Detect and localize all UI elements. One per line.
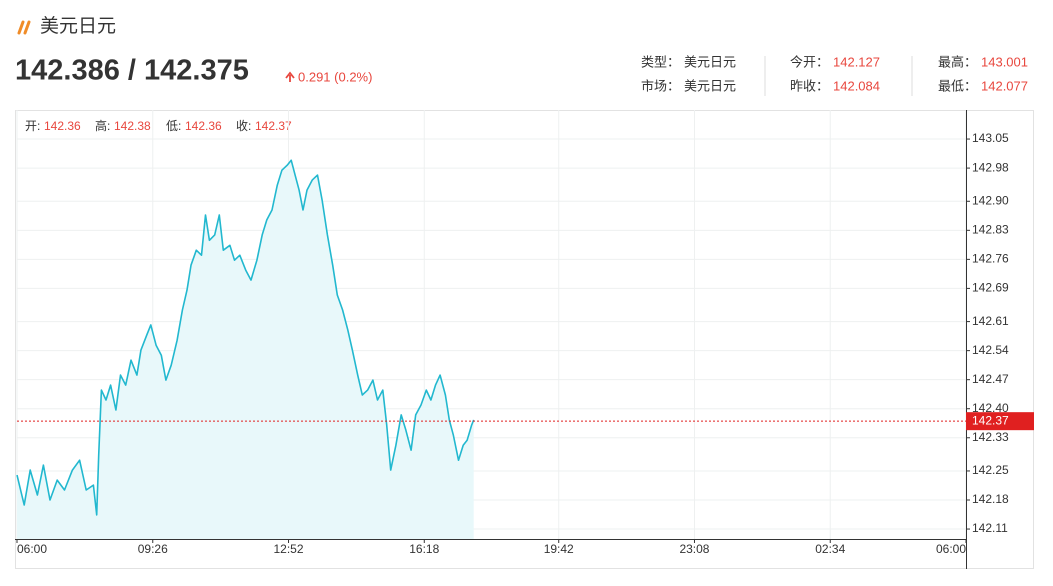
y-tick-label: 142.90 bbox=[972, 193, 1009, 207]
info-value: 美元日元 bbox=[684, 78, 736, 93]
y-tick-label: 142.47 bbox=[972, 372, 1009, 386]
x-tick-label: 19:42 bbox=[544, 542, 574, 556]
y-tick-label: 142.98 bbox=[972, 160, 1009, 174]
y-tick-label: 142.61 bbox=[972, 314, 1009, 328]
info-label: 最低： bbox=[938, 78, 977, 93]
x-tick-label: 06:00 bbox=[936, 542, 966, 556]
y-tick-label: 142.54 bbox=[972, 343, 1009, 357]
ohlc-value: 142.38 bbox=[114, 119, 151, 133]
ohlc-label: 低: bbox=[166, 119, 181, 133]
x-tick-label: 09:26 bbox=[138, 542, 168, 556]
info-label: 最高： bbox=[938, 54, 977, 69]
x-tick-label: 16:18 bbox=[409, 542, 439, 556]
ohlc-value: 142.37 bbox=[255, 119, 292, 133]
ohlc-label: 高: bbox=[95, 118, 110, 133]
info-label: 今开： bbox=[790, 54, 829, 69]
y-tick-label: 142.40 bbox=[972, 401, 1009, 415]
y-tick-label: 142.25 bbox=[972, 463, 1009, 477]
logo-icon bbox=[17, 20, 31, 35]
info-value: 142.077 bbox=[981, 78, 1028, 93]
price-line bbox=[16, 159, 475, 516]
ohlc-label: 开: bbox=[25, 119, 40, 133]
chart-frame bbox=[15, 110, 1034, 569]
y-tick-label: 142.83 bbox=[972, 222, 1009, 236]
page-title: 美元日元 bbox=[40, 15, 116, 37]
y-tick-label: 142.69 bbox=[972, 281, 1009, 295]
ohlc-label: 收: bbox=[236, 119, 251, 133]
area bbox=[17, 160, 474, 539]
info-value: 142.084 bbox=[833, 78, 880, 93]
y-tick-label: 142.76 bbox=[972, 252, 1009, 266]
y-tick-label: 142.18 bbox=[972, 492, 1009, 506]
info-value: 143.001 bbox=[981, 54, 1028, 69]
y-tick-label: 143.05 bbox=[972, 131, 1009, 145]
x-tick-label: 12:52 bbox=[274, 542, 304, 556]
y-tick-label: 142.11 bbox=[972, 521, 1008, 535]
ohlc-value: 142.36 bbox=[185, 119, 222, 133]
info-label: 类型： bbox=[641, 54, 680, 69]
ohlc-value: 142.36 bbox=[44, 119, 81, 133]
price: 142.386 / 142.375 bbox=[15, 55, 249, 87]
up-arrow bbox=[285, 71, 295, 82]
y-tick-label: 142.33 bbox=[972, 430, 1009, 444]
current-price-label: 142.37 bbox=[972, 413, 1009, 427]
current-price-box bbox=[966, 412, 1034, 431]
x-tick-label: 06:00 bbox=[17, 542, 47, 556]
x-tick-label: 02:34 bbox=[815, 542, 845, 556]
info-label: 昨收： bbox=[790, 78, 829, 93]
info-label: 市场： bbox=[641, 78, 680, 93]
price-change: 0.291 (0.2%) bbox=[298, 69, 372, 84]
info-value: 142.127 bbox=[833, 54, 880, 69]
x-tick-label: 23:08 bbox=[679, 542, 709, 556]
info-value: 美元日元 bbox=[684, 54, 736, 69]
